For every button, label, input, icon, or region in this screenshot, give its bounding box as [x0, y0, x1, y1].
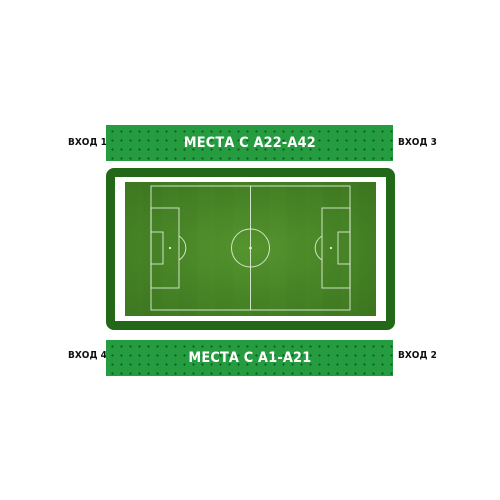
gate-2-label[interactable]: ВХОД 2 [398, 350, 437, 361]
stand-top-seats-a22-a42[interactable]: МЕСТА С А22-А42 [106, 125, 393, 161]
gate-1-label[interactable]: ВХОД 1 [68, 137, 107, 148]
football-pitch-icon[interactable] [125, 182, 376, 316]
gate-3-label[interactable]: ВХОД 3 [398, 137, 437, 148]
stand-top-label: МЕСТА С А22-А42 [183, 135, 316, 151]
stand-bottom-label: МЕСТА С А1-А21 [188, 350, 311, 366]
gate-4-label[interactable]: ВХОД 4 [68, 350, 107, 361]
stand-bottom-seats-a1-a21[interactable]: МЕСТА С А1-А21 [106, 340, 393, 376]
